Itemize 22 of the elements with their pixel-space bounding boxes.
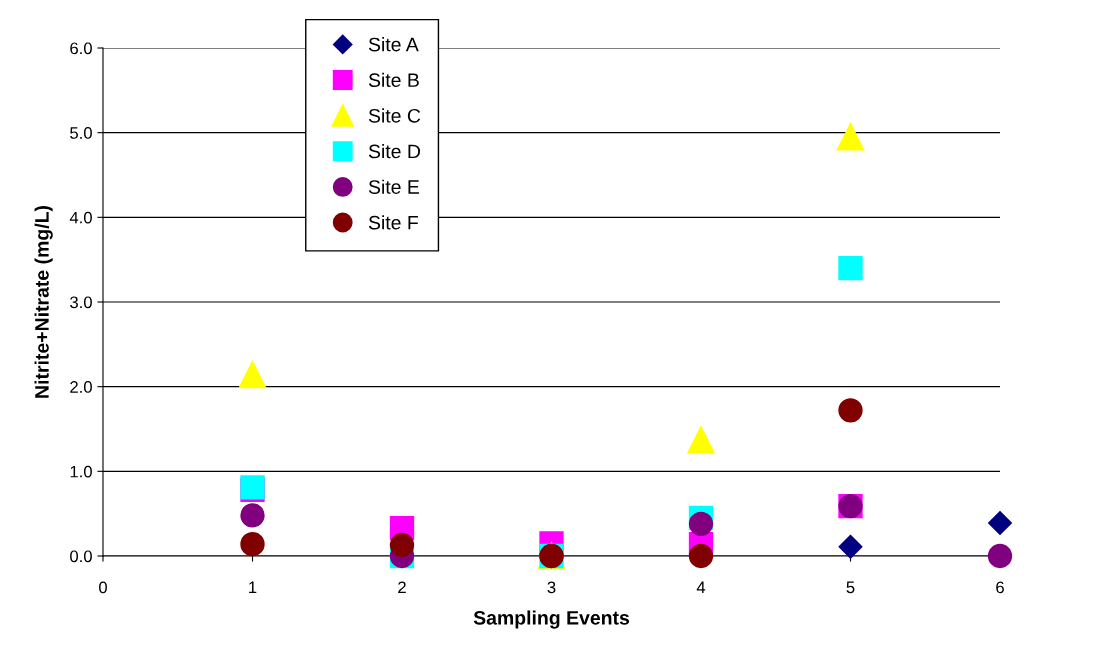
y-tick-label: 3.0	[70, 296, 92, 309]
y-tick-label: 4.0	[69, 211, 92, 224]
x-tick-label: 6	[996, 581, 1004, 594]
x-tick-label: 1	[249, 581, 257, 594]
legend-label: Site A	[368, 37, 419, 52]
x-tick-label: 3	[547, 581, 556, 594]
legend-label: Site D	[368, 144, 421, 159]
y-axis-title: Nitrite+Nitrate (mg/L)	[34, 206, 53, 398]
legend-label: Site C	[368, 108, 421, 123]
x-tick-label: 2	[398, 581, 406, 594]
x-tick-label: 5	[846, 581, 855, 594]
legend-label: Site E	[368, 179, 420, 194]
y-tick-label: 2.0	[70, 381, 92, 393]
legend-label: Site B	[368, 72, 419, 88]
y-tick-label: 0.0	[70, 550, 92, 563]
x-tick-label: 4	[696, 581, 706, 594]
x-axis-title: Sampling Events	[473, 610, 630, 629]
y-tick-label: 6.0	[70, 42, 92, 55]
y-tick-label: 5.0	[70, 127, 92, 139]
legend-label: Site F	[368, 215, 418, 230]
x-tick-label: 0	[99, 581, 107, 594]
y-tick-label: 1.0	[70, 465, 92, 478]
